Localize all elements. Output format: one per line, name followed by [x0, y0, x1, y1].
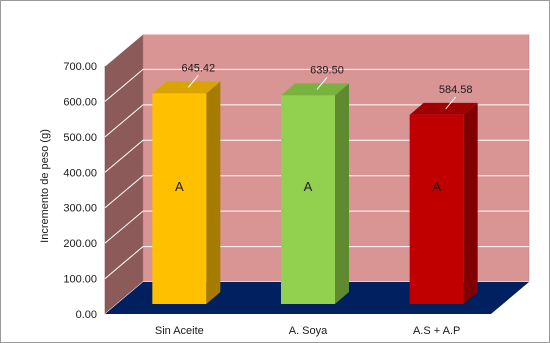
bar-side-face: [463, 102, 478, 304]
bar-3: 584.58 A: [409, 84, 478, 304]
bars: 645.42 A 639.50 A 584.58 A: [152, 62, 478, 304]
data-label: 645.42: [182, 62, 216, 74]
data-label-leader: [445, 96, 457, 110]
bar-top-face: [409, 102, 478, 115]
y-axis-ticks: 0.00 100.00 200.00 300.00 400.00 500.00 600.00…: [63, 61, 97, 321]
gridline: [104, 175, 529, 209]
gridline: [104, 246, 529, 279]
gridline: [104, 33, 529, 67]
y-tick-label: 300.00: [63, 203, 97, 215]
data-label-leader: [187, 75, 199, 88]
y-tick-label: 600.00: [63, 96, 97, 108]
x-category-label: A. Soya: [289, 325, 328, 337]
data-label: 584.58: [439, 84, 473, 96]
significance-letter: A: [304, 179, 313, 194]
y-tick-label: 500.00: [63, 132, 97, 144]
bar-side-face: [206, 81, 221, 304]
gridline: [104, 104, 529, 138]
y-tick-label: 200.00: [63, 238, 97, 250]
x-category-label: A.S + A.P: [413, 325, 460, 337]
x-axis-categories: Sin Aceite A. Soya A.S + A.P: [155, 325, 460, 337]
significance-letter: A: [432, 179, 441, 194]
bar-1: 645.42 A: [152, 62, 221, 304]
data-label: 639.50: [310, 64, 344, 76]
gridline: [104, 139, 529, 173]
bar-top-face: [281, 83, 349, 96]
y-tick-label: 400.00: [63, 167, 97, 179]
bar-2: 639.50 A: [281, 64, 349, 304]
bar-side-face: [335, 83, 349, 304]
significance-letter: A: [175, 179, 184, 194]
bar-front-face: [409, 114, 464, 304]
bar-front-face: [152, 93, 207, 304]
y-axis-label: Incremento de peso (g): [39, 129, 51, 243]
chart-side-wall: [104, 33, 144, 315]
data-label-leader: [316, 77, 328, 90]
gridline: [104, 68, 529, 102]
y-tick-label: 0.00: [76, 309, 97, 321]
y-tick-label: 100.00: [63, 274, 97, 286]
gridline: [104, 210, 529, 244]
y-tick-label: 700.00: [63, 61, 97, 73]
bar-front-face: [281, 95, 335, 304]
x-category-label: Sin Aceite: [155, 325, 204, 337]
bar-top-face: [152, 81, 221, 94]
